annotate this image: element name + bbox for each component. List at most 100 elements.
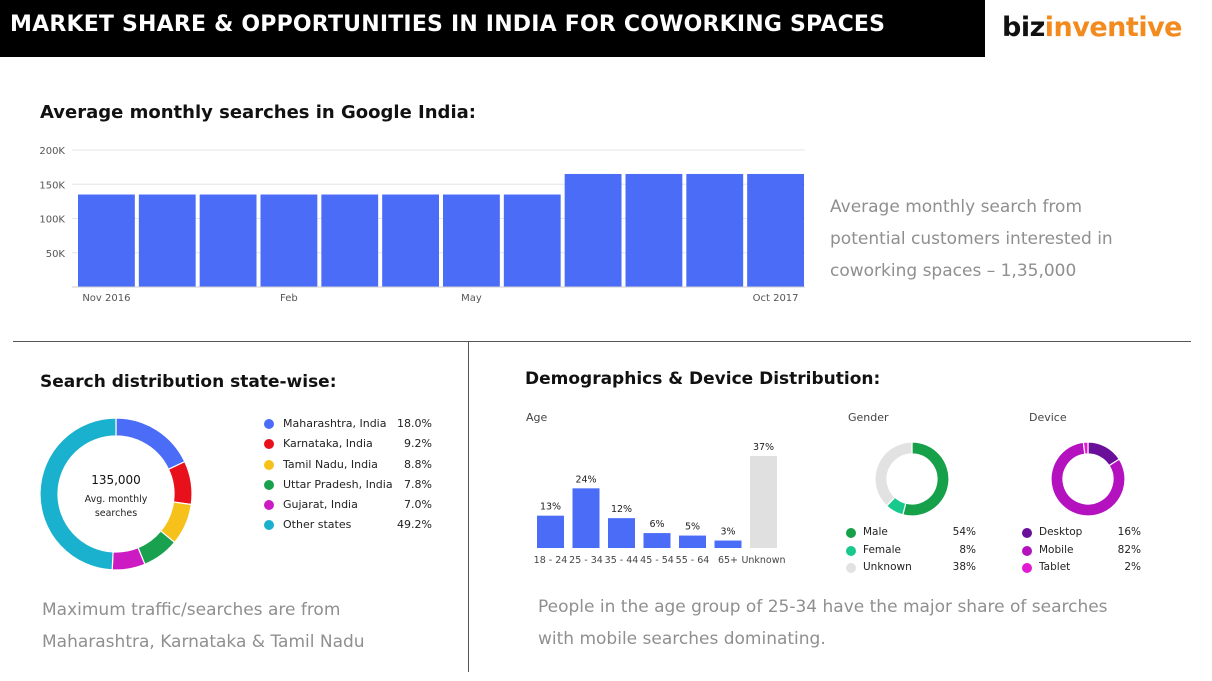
demographics-note: People in the age group of 25-34 have th…	[538, 591, 1108, 655]
age-category-label: 45 - 54	[640, 555, 674, 566]
y-tick-label: 150K	[39, 180, 65, 191]
legend-label: Tablet	[1039, 561, 1071, 573]
bar-jan-2017	[199, 194, 257, 287]
legend-value: 2%	[1124, 561, 1141, 573]
bar-jul-2017	[564, 173, 622, 287]
legend-value: 16%	[1117, 526, 1141, 538]
logo-text-part-1: biz	[1002, 12, 1045, 43]
age-bar-value-label: 12%	[611, 504, 632, 515]
vertical-divider	[468, 342, 469, 672]
donut-center-label: searches	[95, 508, 137, 519]
bar-dec-2016	[138, 194, 196, 287]
legend-value: 8.8%	[404, 457, 432, 471]
gender-legend: Male 54% Female 8% Unknown 38%	[846, 526, 976, 579]
y-tick-label: 200K	[39, 146, 65, 157]
demographics-note-line: with mobile searches dominating.	[538, 629, 826, 649]
legend-value: 18.0%	[397, 417, 432, 430]
monthly-searches-title: Average monthly searches in Google India…	[40, 102, 476, 123]
y-tick-label: 50K	[46, 249, 66, 260]
state-legend-item: Uttar Pradesh, India 7.8%	[264, 476, 432, 496]
age-bar-45-54	[643, 533, 671, 548]
device-legend-item: Desktop 16%	[1022, 526, 1141, 544]
page-title: MARKET SHARE & OPPORTUNITIES IN INDIA FO…	[10, 12, 886, 37]
age-bar-value-label: 5%	[685, 522, 700, 533]
legend-value: 82%	[1117, 543, 1141, 556]
state-note-line: Maximum traffic/searches are from	[42, 600, 341, 620]
legend-label: Tamil Nadu, India	[283, 457, 378, 471]
state-slice-karnataka-india	[167, 460, 193, 506]
monthly-note-line: potential customers interested in	[830, 229, 1113, 249]
age-bar-value-label: 6%	[649, 519, 664, 530]
age-chart-label: Age	[526, 411, 548, 424]
legend-value: 7.8%	[404, 477, 432, 491]
donut-center-label: Avg. monthly	[85, 494, 148, 505]
age-category-label: 35 - 44	[605, 555, 639, 566]
bar-feb-2017	[260, 194, 318, 287]
device-slice-tablet	[1082, 441, 1089, 455]
bar-aug-2017	[625, 173, 683, 287]
state-legend-item: Gujarat, India 7.0%	[264, 496, 432, 516]
state-legend-item: Other states 49.2%	[264, 516, 432, 536]
state-legend-item: Karnataka, India 9.2%	[264, 435, 432, 455]
bar-jun-2017	[503, 194, 561, 287]
age-bar-value-label: 13%	[540, 502, 561, 513]
bar-apr-2017	[382, 194, 439, 287]
legend-label: Gujarat, India	[283, 498, 358, 512]
state-legend-item: Maharashtra, India 18.0%	[264, 415, 432, 435]
x-tick-label: Oct 2017	[753, 293, 799, 304]
gender-donut-chart	[874, 441, 950, 517]
state-slice-gujarat-india	[111, 546, 146, 571]
demographics-note-line: People in the age group of 25-34 have th…	[538, 597, 1108, 617]
legend-label: Other states	[283, 518, 352, 532]
state-legend-item: Tamil Nadu, India 8.8%	[264, 456, 432, 476]
legend-swatch	[846, 545, 856, 556]
age-bar-value-label: 37%	[753, 442, 774, 453]
bar-oct-2017	[747, 173, 804, 287]
device-legend: Desktop 16% Mobile 82% Tablet 2%	[1022, 526, 1141, 579]
state-slice-maharashtra-india	[115, 417, 186, 471]
gender-slice-unknown	[874, 441, 913, 507]
legend-swatch	[846, 528, 856, 538]
state-slice-other-states	[39, 417, 117, 571]
legend-swatch	[846, 563, 856, 573]
age-bar-25-34	[572, 488, 600, 548]
legend-label: Uttar Pradesh, India	[283, 477, 393, 491]
legend-label: Unknown	[863, 561, 912, 573]
header-bar	[0, 0, 985, 57]
monthly-note: Average monthly search from potential cu…	[830, 191, 1113, 287]
legend-value: 49.2%	[397, 518, 432, 532]
legend-swatch	[264, 479, 274, 490]
x-tick-label: May	[461, 293, 482, 304]
legend-swatch	[1022, 545, 1032, 556]
state-distribution-title: Search distribution state-wise:	[40, 372, 337, 392]
state-donut-chart: 135,000 Avg. monthly searches	[39, 417, 193, 571]
legend-label: Female	[863, 543, 901, 556]
age-category-label: Unknown	[741, 555, 785, 566]
age-bar-65-	[714, 540, 742, 548]
x-tick-label: Nov 2016	[82, 293, 130, 304]
state-legend: Maharashtra, India 18.0% Karnataka, India 9…	[264, 415, 432, 537]
age-bar-18-24	[537, 515, 564, 548]
legend-swatch	[1022, 528, 1032, 538]
age-bar-35-44	[608, 518, 635, 548]
age-category-label: 65+	[718, 555, 738, 566]
legend-value: 7.0%	[404, 498, 432, 512]
legend-value: 8%	[959, 543, 976, 556]
device-slice-mobile	[1050, 441, 1126, 517]
horizontal-divider	[13, 341, 1191, 342]
legend-swatch	[264, 439, 274, 450]
bar-may-2017	[443, 194, 500, 287]
monthly-searches-chart: 50K 100K 150K 200K Nov 2016 Feb May Oct 2017	[39, 146, 805, 304]
bar-sep-2017	[686, 173, 744, 287]
age-bar-value-label: 24%	[575, 474, 596, 485]
legend-swatch	[264, 459, 274, 470]
legend-value: 9.2%	[404, 437, 432, 451]
device-legend-item: Tablet 2%	[1022, 561, 1141, 579]
legend-label: Maharashtra, India	[283, 417, 387, 430]
age-bar-unknown	[750, 456, 777, 548]
legend-value: 54%	[952, 526, 976, 538]
demographics-title: Demographics & Device Distribution:	[525, 369, 881, 389]
bar-nov-2016	[78, 194, 135, 287]
legend-label: Desktop	[1039, 526, 1083, 538]
